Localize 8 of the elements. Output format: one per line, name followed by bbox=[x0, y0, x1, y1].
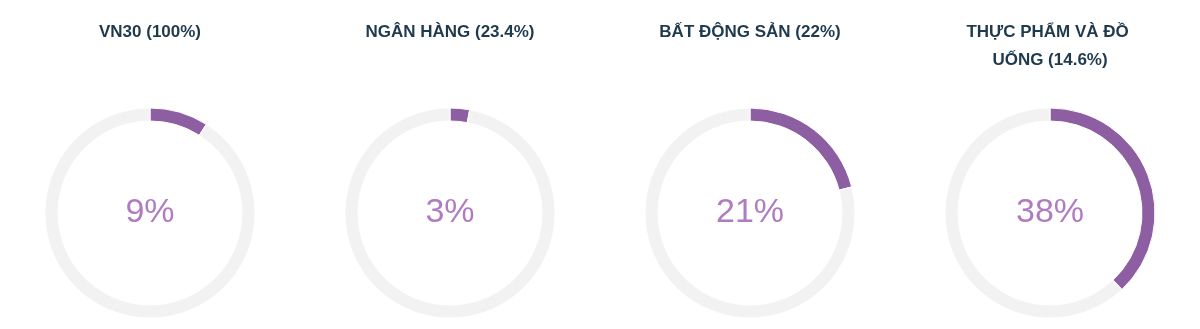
text: 38% bbox=[1015, 191, 1085, 229]
text: 9% bbox=[125, 191, 175, 229]
chart-title: THỰC PHẨM VÀ ĐỒ UỐNG (14.6%) bbox=[966, 21, 1134, 69]
text: 21% bbox=[715, 191, 785, 229]
text: 3% bbox=[425, 191, 475, 229]
chart-title: BẤT ĐỘNG SẢN (22%) bbox=[659, 21, 841, 41]
chart-title: NGÂN HÀNG (23.4%) bbox=[365, 21, 535, 41]
chart-title: VN30 (100%) bbox=[98, 21, 202, 41]
